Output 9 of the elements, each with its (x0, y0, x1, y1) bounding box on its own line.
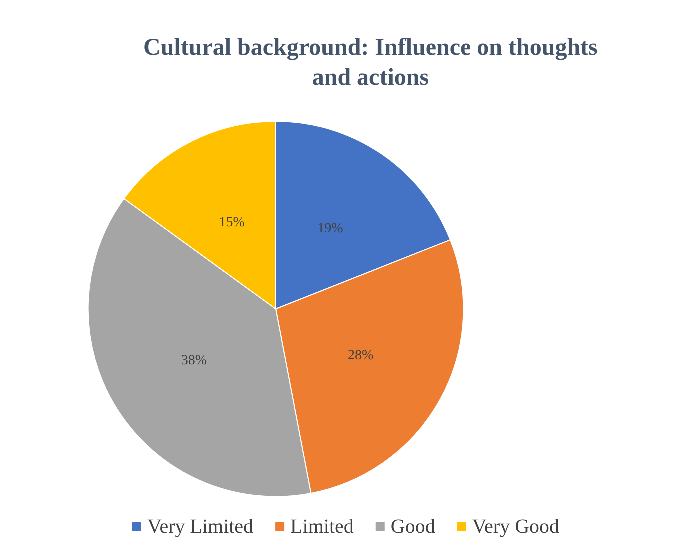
legend-label: Very Limited (147, 516, 254, 538)
data-label: 15% (219, 215, 246, 230)
legend-label: Very Good (472, 516, 560, 538)
legend-label: Limited (290, 516, 354, 538)
data-label: 38% (181, 354, 208, 369)
data-label: 19% (318, 222, 344, 237)
data-label: 28% (348, 348, 374, 364)
chart-title: Cultural background: Influence on thoughts and actions (144, 35, 598, 91)
legend-label: Good (390, 516, 436, 538)
